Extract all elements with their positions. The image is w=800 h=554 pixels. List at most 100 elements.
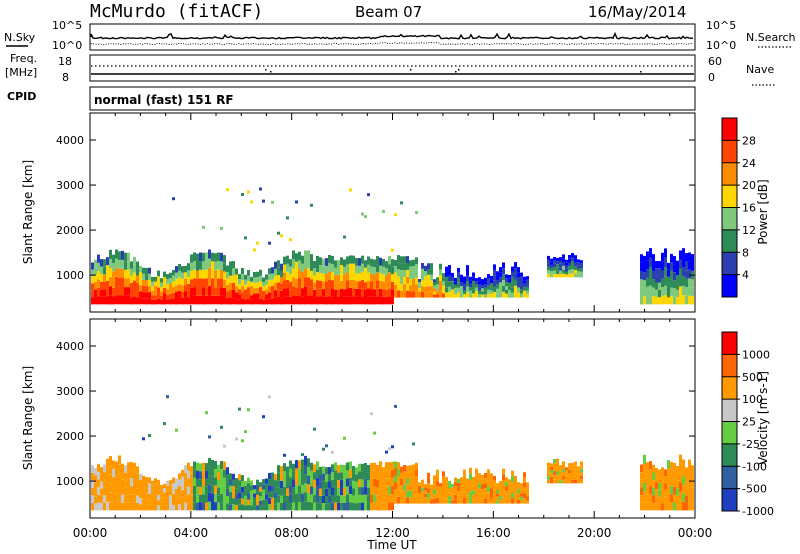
range-cell — [196, 253, 199, 263]
range-cell — [151, 281, 154, 287]
range-cell — [646, 478, 649, 487]
range-cell — [238, 504, 241, 511]
range-cell — [655, 275, 658, 283]
range-cell — [262, 281, 265, 287]
range-cell — [526, 492, 529, 497]
range-cell — [292, 259, 295, 269]
range-cell — [487, 497, 490, 504]
range-cell — [436, 481, 439, 487]
range-cell — [130, 282, 133, 291]
range-cell — [142, 292, 145, 299]
range-cell — [643, 280, 646, 289]
range-cell — [277, 502, 280, 511]
range-cell — [574, 472, 577, 477]
range-cell — [112, 493, 115, 502]
range-cell — [337, 297, 340, 305]
range-cell — [433, 294, 436, 298]
range-cell — [379, 281, 382, 289]
range-cell — [682, 493, 685, 502]
range-cell — [169, 500, 172, 506]
range-cell — [505, 293, 508, 298]
range-cell — [217, 502, 220, 511]
range-cell — [301, 476, 304, 485]
range-cell — [481, 475, 484, 480]
range-cell — [205, 295, 208, 305]
range-cell — [310, 502, 313, 511]
range-cell — [310, 470, 313, 479]
range-cell — [223, 469, 226, 478]
range-cell — [178, 270, 181, 278]
range-cell — [325, 467, 328, 475]
range-cell — [310, 262, 313, 271]
range-cell — [313, 479, 316, 488]
range-cell — [310, 486, 313, 495]
range-cell — [256, 277, 259, 283]
range-cell — [550, 271, 553, 275]
range-cell — [661, 270, 664, 279]
range-cell — [421, 268, 424, 275]
range-cell — [208, 276, 211, 286]
range-cell — [352, 495, 355, 503]
range-cell — [661, 295, 664, 305]
range-cell — [646, 251, 649, 261]
range-cell — [259, 275, 262, 282]
range-cell — [304, 492, 307, 502]
range-cell — [400, 479, 403, 486]
range-cell — [415, 257, 418, 265]
range-cell — [292, 502, 295, 511]
range-cell — [511, 287, 514, 293]
range-cell — [547, 266, 550, 271]
range-cell — [229, 290, 232, 298]
range-cell — [379, 257, 382, 266]
range-cell — [250, 495, 253, 501]
range-cell — [496, 483, 499, 487]
range-cell — [352, 488, 355, 496]
range-cell — [505, 490, 508, 495]
range-cell — [322, 473, 325, 481]
range-cell — [562, 269, 565, 274]
range-cell — [229, 498, 232, 505]
range-cell — [115, 469, 118, 478]
range-cell — [142, 267, 145, 274]
range-cell — [556, 466, 559, 471]
range-cell — [238, 299, 241, 305]
range-cell — [172, 298, 175, 305]
range-cell — [118, 473, 121, 483]
range-cell — [499, 287, 502, 293]
range-cell — [241, 504, 244, 511]
range-cell — [313, 464, 316, 473]
range-cell — [478, 483, 481, 489]
range-cell — [217, 495, 220, 503]
range-cell — [178, 297, 181, 305]
range-cell — [478, 478, 481, 484]
range-cell — [277, 231, 280, 235]
range-cell — [145, 280, 148, 287]
range-cell — [226, 474, 229, 482]
range-cell — [187, 283, 190, 291]
range-cell — [178, 473, 181, 480]
range-cell — [394, 461, 397, 469]
range-cell — [652, 495, 655, 503]
range-cell — [427, 483, 430, 489]
range-cell — [217, 261, 220, 270]
range-cell — [643, 255, 646, 264]
range-cell — [346, 272, 349, 281]
range-cell — [403, 490, 406, 498]
range-cell — [310, 270, 313, 280]
range-cell — [667, 460, 670, 469]
range-cell — [253, 277, 256, 283]
range-cell — [466, 265, 469, 271]
range-cell — [175, 291, 178, 298]
range-cell — [424, 487, 427, 491]
range-cell — [304, 295, 307, 305]
range-cell — [220, 270, 223, 279]
range-cell — [394, 404, 397, 408]
range-cell — [205, 463, 208, 471]
range-cell — [481, 498, 484, 504]
range-cell — [187, 263, 190, 271]
range-cell — [493, 281, 496, 287]
range-cell — [235, 494, 238, 500]
range-cell — [166, 289, 169, 295]
range-cell — [274, 268, 277, 276]
range-cell — [673, 256, 676, 265]
